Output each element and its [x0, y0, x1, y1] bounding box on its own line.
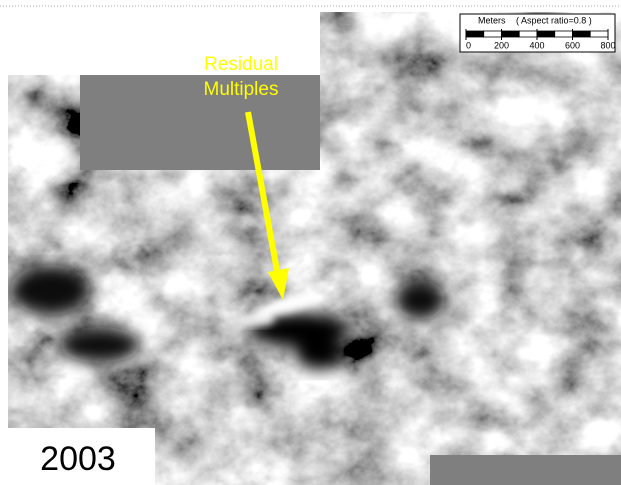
- arrow-shaft: [245, 111, 281, 277]
- no-data-corner: [430, 455, 621, 485]
- annotation-line: Residual: [204, 54, 278, 75]
- scale-tick-label: 400: [529, 40, 544, 50]
- scale-segment: [518, 30, 538, 38]
- bright-anomaly: [235, 293, 319, 326]
- scale-tick-label: 200: [494, 40, 509, 50]
- scale-tick-label: 800: [600, 40, 615, 50]
- scale-segment: [536, 30, 556, 38]
- scale-segment: [483, 30, 502, 38]
- scale-aspect: ( Aspect ratio=0.8 ): [516, 15, 592, 25]
- year-box: [0, 428, 155, 485]
- arrow-head: [268, 268, 289, 300]
- scale-tick-label: 600: [565, 40, 580, 50]
- dark-anomaly: [10, 265, 445, 370]
- scale-segment: [589, 30, 609, 38]
- annotation-line: Multiples: [204, 79, 279, 100]
- year-label: 2003: [40, 440, 116, 478]
- scale-segment: [572, 30, 591, 38]
- no-data-notch: [80, 75, 320, 170]
- scale-segment: [501, 30, 520, 38]
- scale-segment: [465, 30, 485, 38]
- scale-segment: [554, 30, 573, 38]
- scale-bar: Meters ( Aspect ratio=0.8 ) 0 200 400 600 80…: [459, 13, 616, 53]
- scale-tick-label: 0: [466, 40, 471, 50]
- scale-unit: Meters: [478, 15, 506, 25]
- annotation: Residual Multiples: [204, 54, 289, 300]
